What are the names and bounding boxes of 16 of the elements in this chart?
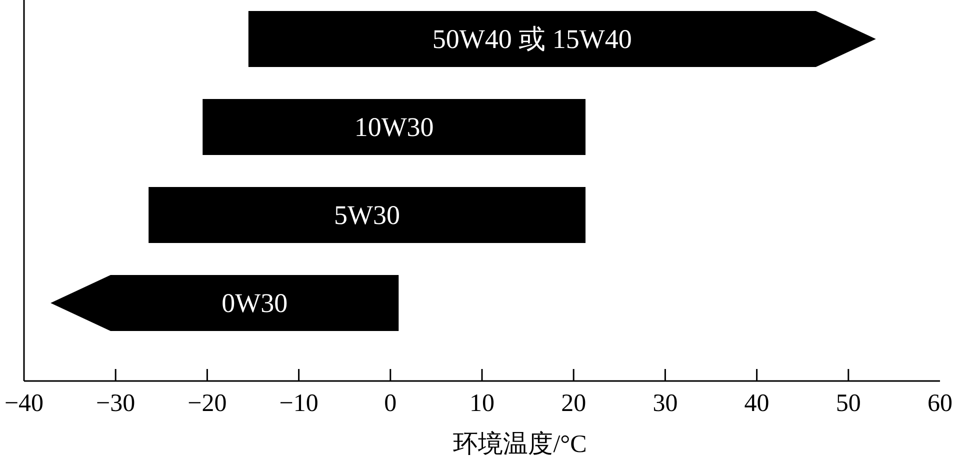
x-tick-label: −20 xyxy=(188,390,227,417)
x-tick-label: 40 xyxy=(744,390,770,417)
x-tick-label: 10 xyxy=(470,390,494,417)
x-tick-label: 0 xyxy=(384,390,397,417)
y-tick-label: 0W30 xyxy=(222,288,288,318)
x-tick-label: 50 xyxy=(836,390,861,417)
y-tick-label: 50W40 或 15W40 xyxy=(432,24,632,54)
x-tick-label: 20 xyxy=(561,390,586,417)
x-tick-label: −10 xyxy=(279,390,318,417)
x-tick-label: 60 xyxy=(928,390,952,417)
x-axis-title: 环境温度/°C xyxy=(453,430,587,458)
y-tick-label: 5W30 xyxy=(334,200,400,230)
y-tick-label: 10W30 xyxy=(354,112,434,142)
x-tick-label: −40 xyxy=(4,390,44,417)
x-tick-label: −30 xyxy=(96,390,136,417)
x-tick-label: 30 xyxy=(652,390,678,417)
